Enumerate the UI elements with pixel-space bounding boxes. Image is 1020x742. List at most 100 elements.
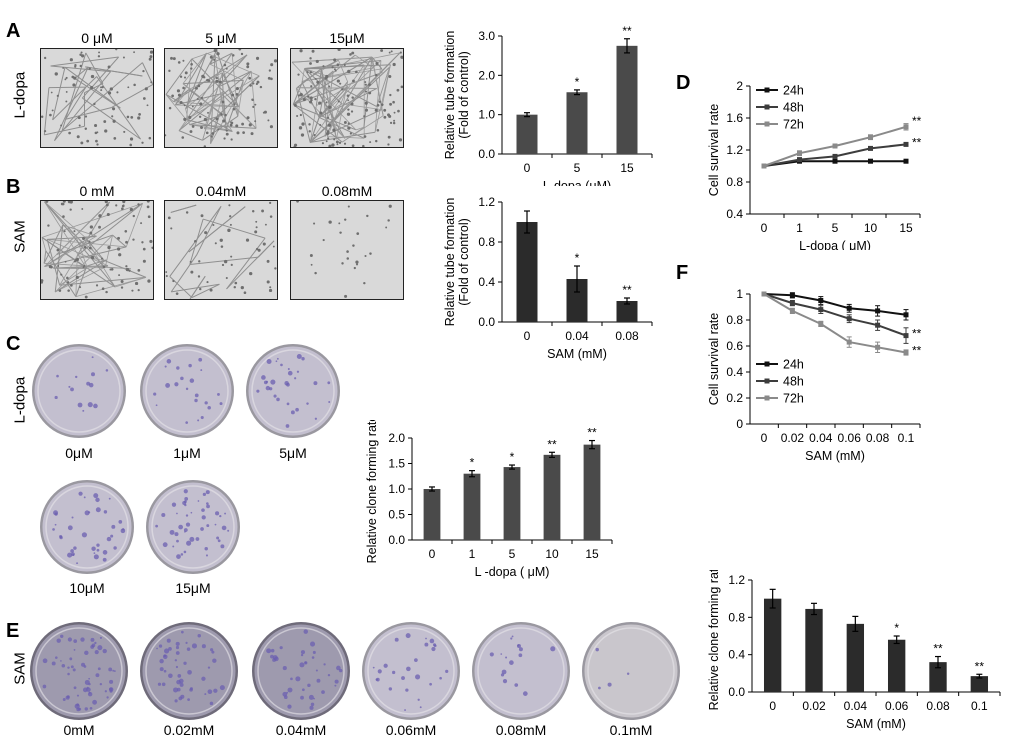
panel-letter-e: E xyxy=(6,620,20,642)
x-tick-label: 0.04 xyxy=(844,699,868,713)
point-3-24h-2 xyxy=(832,158,838,164)
x-tick-label: 5 xyxy=(509,547,516,561)
row-label-b: SAM xyxy=(11,220,29,253)
panel-letter-c: C xyxy=(6,333,21,355)
significance-mark-2-1: * xyxy=(470,456,475,470)
micrograph-a-1 xyxy=(164,48,278,148)
y-tick-label: 1.0 xyxy=(478,108,495,122)
x-tick-label: 0.06 xyxy=(838,431,862,445)
legend-label-3-24h: 24h xyxy=(783,84,804,98)
chart-f-survival-sam: 0 0.2 0.4 0.6 0.8 1 0 0.02 0.04 0.06 0.08 0.1 SAM (m… xyxy=(707,287,922,463)
point-4-24h-3 xyxy=(846,305,852,311)
significance-mark-1-1: * xyxy=(575,251,580,265)
x-tick-label: 0 xyxy=(429,547,436,561)
point-3-72h-0 xyxy=(761,163,767,169)
point-4-48h-2 xyxy=(818,307,824,313)
bar-5-1 xyxy=(805,608,823,692)
x-tick-label: 0.02 xyxy=(802,699,826,713)
x-tick-label: 0 xyxy=(524,161,531,175)
x-axis-label: L-dopa ( μM) xyxy=(799,239,871,250)
x-tick-label: 0 xyxy=(524,329,531,343)
y-tick-label: 2.0 xyxy=(478,68,495,82)
y-tick-label: 0.4 xyxy=(728,648,745,662)
point-4-72h-0 xyxy=(761,291,767,297)
point-3-48h-3 xyxy=(868,145,873,151)
point-3-72h-4 xyxy=(903,124,909,130)
caption-e-4: 0.08mM xyxy=(495,722,547,738)
significance-mark-5-4: ** xyxy=(933,642,943,656)
caption-b-1: 0.04mM xyxy=(195,183,247,199)
point-4-48h-5 xyxy=(903,333,909,339)
x-tick-label: 0.04 xyxy=(565,329,589,343)
point-4-48h-3 xyxy=(846,316,852,322)
caption-e-3: 0.06mM xyxy=(385,722,437,738)
series-line-4-24h xyxy=(763,293,907,316)
dish-e-3 xyxy=(362,622,460,720)
significance-mark-3-72h: ** xyxy=(912,114,922,128)
x-tick-label: 15 xyxy=(620,161,634,175)
row-label-e: SAM xyxy=(11,652,29,685)
x-tick-label: 5 xyxy=(574,161,581,175)
y-tick-label: 1.0 xyxy=(388,482,405,496)
caption-a-2: 15μM xyxy=(329,30,365,46)
point-3-72h-1 xyxy=(797,150,802,156)
y-axis-label: (Fold of control) xyxy=(457,218,471,306)
point-4-72h-5 xyxy=(903,350,909,355)
series-line-4-48h xyxy=(763,293,907,337)
point-3-48h-4 xyxy=(903,141,909,147)
significance-mark-2-3: ** xyxy=(547,437,557,451)
micrograph-b-0 xyxy=(40,200,154,300)
caption-c-4: 15μM xyxy=(175,580,211,596)
x-tick-label: 10 xyxy=(545,547,559,561)
y-tick-label: 1.5 xyxy=(388,457,405,471)
y-tick-label: 0 xyxy=(736,417,743,431)
y-tick-label: 1.2 xyxy=(726,143,743,157)
x-tick-label: 1 xyxy=(469,547,476,561)
micrograph-a-2 xyxy=(290,48,404,148)
panel-letter-f: F xyxy=(676,262,689,284)
y-tick-label: 0.8 xyxy=(478,235,495,249)
caption-c-2: 5μM xyxy=(279,445,307,461)
micrograph-b-2 xyxy=(290,200,404,300)
significance-mark-2-4: ** xyxy=(587,426,597,440)
x-tick-label: 0.04 xyxy=(809,431,833,445)
significance-mark-4-72h: ** xyxy=(912,344,922,358)
dish-c-1 xyxy=(140,344,234,438)
x-tick-label: 0.08 xyxy=(866,431,890,445)
y-tick-label: 0.0 xyxy=(478,315,495,329)
point-4-72h-2 xyxy=(818,321,824,327)
dish-c-0 xyxy=(32,344,126,438)
point-4-24h-5 xyxy=(903,312,909,318)
series-line-4-72h xyxy=(763,293,907,354)
x-tick-label: 1 xyxy=(796,221,803,235)
bar-2-1 xyxy=(463,473,481,540)
legend-label-4-24h: 24h xyxy=(783,358,804,372)
point-3-48h-2 xyxy=(832,153,838,159)
y-tick-label: 0.8 xyxy=(728,610,745,624)
bar-1-0 xyxy=(516,222,538,322)
significance-mark-1-2: ** xyxy=(622,283,632,297)
x-tick-label: 10 xyxy=(864,221,878,235)
significance-mark-2-2: * xyxy=(510,450,515,464)
dish-e-4 xyxy=(472,622,570,720)
dish-c-3 xyxy=(40,480,134,574)
x-axis-label: SAM (mM) xyxy=(805,449,865,463)
caption-e-5: 0.1mM xyxy=(609,722,653,738)
y-tick-label: 1.6 xyxy=(726,111,743,125)
point-4-72h-3 xyxy=(846,339,852,345)
caption-c-3: 10μM xyxy=(69,580,105,596)
bar-1-1 xyxy=(566,279,588,322)
x-tick-label: 0.02 xyxy=(781,431,805,445)
x-tick-label: 0 xyxy=(761,431,768,445)
point-3-48h-1 xyxy=(797,157,802,163)
panel-letter-b: B xyxy=(6,176,21,198)
dish-e-1 xyxy=(140,622,238,720)
point-4-72h-1 xyxy=(789,308,795,314)
significance-mark-0-1: * xyxy=(575,75,580,89)
caption-b-0: 0 mM xyxy=(79,183,115,199)
y-tick-label: 0.4 xyxy=(726,207,743,221)
significance-mark-5-3: * xyxy=(894,621,899,635)
point-4-24h-4 xyxy=(875,308,881,314)
y-tick-label: 0.5 xyxy=(388,508,405,522)
y-tick-label: 3.0 xyxy=(478,29,495,43)
